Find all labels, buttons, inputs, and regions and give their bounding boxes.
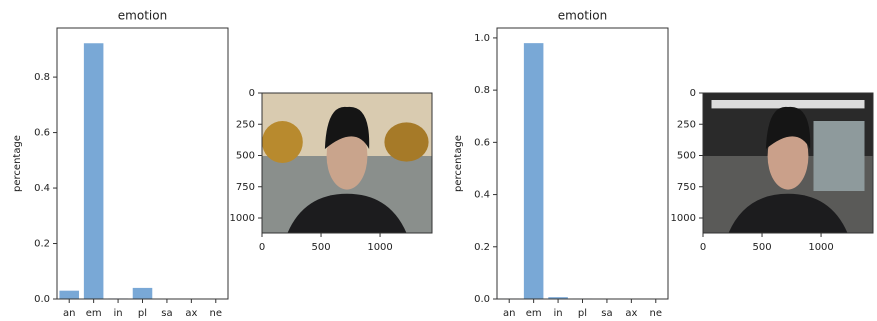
axes-frame	[496, 27, 669, 300]
x-tick-label: in	[554, 308, 563, 319]
y-tick-label: 250	[677, 119, 696, 130]
x-tick-label: 0	[259, 242, 265, 253]
y-tick-label: 0.2	[474, 242, 490, 253]
y-axis-label: percentage	[12, 135, 23, 192]
x-tick-label: an	[503, 308, 515, 319]
x-tick-label: 500	[752, 242, 771, 253]
x-tick-label: an	[63, 308, 75, 319]
x-tick-label: ax	[625, 308, 637, 319]
y-tick-label: 1000	[230, 213, 255, 224]
photo-body	[287, 193, 407, 233]
axes-frame	[56, 27, 229, 300]
x-tick-label: in	[114, 308, 123, 319]
y-tick-label: 0	[249, 88, 255, 99]
x-tick-label: pl	[578, 308, 587, 319]
y-tick-label: 750	[677, 182, 696, 193]
y-tick-label: 250	[236, 119, 255, 130]
x-tick-label: 1000	[367, 242, 392, 253]
y-tick-label: 0.0	[34, 294, 50, 305]
y-tick-label: 0.2	[34, 239, 50, 250]
photo-light	[711, 100, 865, 109]
y-tick-label: 500	[677, 151, 696, 162]
bar	[523, 43, 544, 300]
y-tick-label: 0.8	[474, 85, 490, 96]
axes-frame	[702, 92, 874, 234]
x-tick-label: ne	[650, 308, 663, 319]
x-tick-label: ax	[185, 308, 197, 319]
y-tick-label: 0	[690, 88, 696, 99]
chart-title: emotion	[118, 9, 167, 23]
bar	[59, 290, 79, 299]
y-tick-label: 500	[236, 151, 255, 162]
bar	[83, 43, 104, 299]
x-tick-label: ne	[210, 308, 223, 319]
y-tick-label: 0.6	[474, 137, 490, 148]
photo-hair	[324, 106, 370, 149]
photo-tree	[262, 121, 303, 163]
x-tick-label: em	[526, 308, 542, 319]
bar	[548, 297, 568, 299]
y-tick-label: 0.0	[474, 294, 490, 305]
x-tick-label: 500	[311, 242, 330, 253]
y-tick-label: 0.8	[34, 72, 50, 83]
y-tick-label: 1.0	[474, 33, 490, 44]
x-tick-label: pl	[138, 308, 147, 319]
x-tick-label: sa	[601, 308, 612, 319]
y-tick-label: 750	[236, 182, 255, 193]
y-tick-label: 0.4	[34, 183, 50, 194]
y-tick-label: 1000	[671, 213, 696, 224]
photo-tree	[384, 122, 429, 162]
axes-frame	[261, 92, 433, 234]
x-tick-label: 0	[700, 242, 706, 253]
chart-title: emotion	[558, 9, 607, 23]
y-tick-label: 0.4	[474, 190, 490, 201]
photo-body	[728, 193, 848, 233]
y-tick-label: 0.6	[34, 128, 50, 139]
x-tick-label: 1000	[808, 242, 833, 253]
y-axis-label: percentage	[453, 135, 464, 192]
x-tick-label: em	[86, 308, 102, 319]
x-tick-label: sa	[161, 308, 172, 319]
bar	[132, 287, 153, 299]
photo-hair	[765, 106, 811, 149]
photo-window	[813, 121, 865, 191]
